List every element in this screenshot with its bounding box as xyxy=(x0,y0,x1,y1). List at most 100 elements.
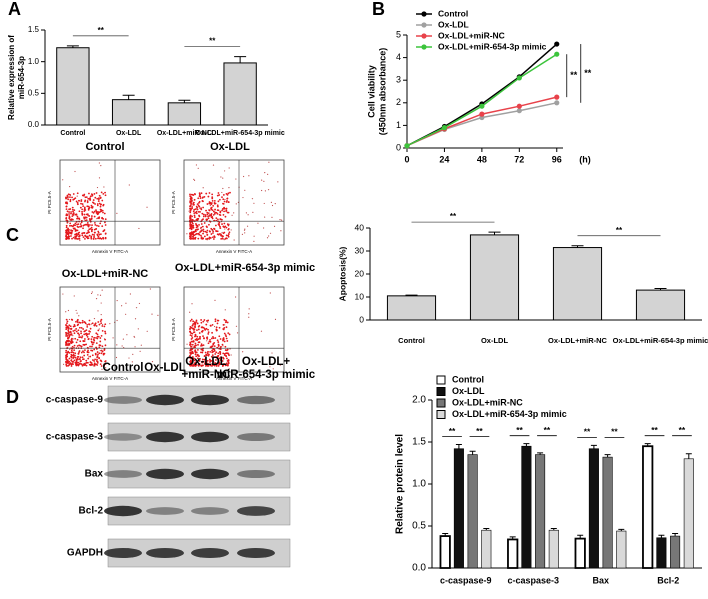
flow-dot xyxy=(201,351,204,354)
flow-dot xyxy=(202,218,204,221)
flow-dot xyxy=(189,201,192,204)
legend-swatch xyxy=(436,398,446,408)
flow-dot xyxy=(224,324,226,326)
flow-dot xyxy=(84,333,87,335)
flow-dot xyxy=(206,354,209,356)
flow-dot xyxy=(221,360,224,362)
flow-dot xyxy=(236,332,239,334)
flow-dot xyxy=(248,313,250,315)
flow-y-label: PI PC5.5-A xyxy=(171,191,176,214)
flow-dot xyxy=(223,239,225,241)
flow-dot xyxy=(228,231,231,234)
flow-dot xyxy=(228,223,230,225)
flow-dot xyxy=(199,211,201,213)
flow-dot xyxy=(71,206,74,209)
y-tick-label: 2.0 xyxy=(412,395,426,406)
flow-dot xyxy=(94,358,96,361)
flow-dot xyxy=(225,355,228,358)
flow-dot xyxy=(70,359,73,361)
flow-dot xyxy=(200,343,203,346)
flow-dot xyxy=(222,352,225,355)
y-tick-label: 0.5 xyxy=(412,521,426,532)
flow-dot xyxy=(84,223,87,226)
flow-dot xyxy=(208,230,211,233)
flow-dot xyxy=(99,344,102,347)
flow-dot xyxy=(189,361,192,364)
flow-dot xyxy=(98,352,101,355)
flow-dot xyxy=(100,233,102,236)
flow-dot xyxy=(65,356,67,359)
flow-dot xyxy=(76,319,79,322)
flow-dot xyxy=(132,353,134,355)
significance: ** xyxy=(476,426,483,436)
legend-label: Ox-LDL+miR-654-3p mimic xyxy=(452,409,567,419)
flow-dot xyxy=(102,236,104,239)
flow-dot xyxy=(189,356,192,359)
flow-dot xyxy=(201,358,204,361)
legend-swatch xyxy=(436,410,446,419)
flow-dot xyxy=(75,358,78,361)
flow-dot xyxy=(191,343,194,346)
flow-dot xyxy=(66,194,69,197)
flow-dot xyxy=(218,221,221,224)
flow-dot xyxy=(67,227,70,230)
flow-dot xyxy=(96,204,99,207)
significance: ** xyxy=(98,26,105,35)
flow-dot xyxy=(99,320,102,323)
point xyxy=(554,41,560,47)
flow-dot xyxy=(93,336,96,339)
flow-dot xyxy=(84,321,86,324)
flow-dot xyxy=(100,352,103,355)
flow-dot xyxy=(78,235,80,238)
flow-dot xyxy=(216,322,219,325)
flow-dot xyxy=(251,198,254,200)
flow-dot xyxy=(253,235,255,237)
flow-dot xyxy=(116,319,118,322)
flow-dot xyxy=(212,238,215,240)
flow-dot xyxy=(195,355,198,358)
flow-dot xyxy=(95,336,97,339)
flow-dot xyxy=(73,209,76,212)
bar xyxy=(453,448,464,569)
flow-dot xyxy=(129,293,131,295)
flow-dot xyxy=(71,229,74,232)
flow-dot xyxy=(228,354,230,357)
protein-label: Bax xyxy=(85,469,104,480)
legend-label: Ox-LDL+miR-NC xyxy=(452,397,523,407)
y-tick-label: 1.0 xyxy=(28,57,40,66)
flow-dot xyxy=(226,352,228,355)
flow-dot xyxy=(189,235,192,238)
bar xyxy=(439,535,451,569)
flow-dot xyxy=(83,193,86,196)
flow-dot xyxy=(226,357,228,360)
flow-dot xyxy=(199,231,201,234)
flow-dot xyxy=(206,213,209,216)
flow-dot xyxy=(191,193,194,196)
flow-dot xyxy=(91,345,93,348)
flow-dot xyxy=(202,237,204,240)
flow-dot xyxy=(199,197,202,199)
flow-dot xyxy=(79,239,81,242)
flow-dot xyxy=(242,175,245,178)
flow-dot xyxy=(96,351,99,353)
flow-dot xyxy=(220,356,222,359)
flow-dot xyxy=(222,213,225,216)
flow-dot xyxy=(264,172,266,174)
lane-label: Ox-LDL xyxy=(144,362,186,374)
flow-dot xyxy=(212,210,215,213)
flow-dot xyxy=(189,214,192,217)
flow-dot xyxy=(75,363,77,366)
error-bar xyxy=(658,534,665,538)
point xyxy=(441,125,448,131)
flow-dot xyxy=(93,317,96,320)
flow-dot xyxy=(222,328,225,330)
flow-dot xyxy=(70,356,73,359)
flow-dot xyxy=(66,197,68,199)
flow-dot xyxy=(82,350,84,353)
flow-dot xyxy=(79,340,82,343)
flow-dot xyxy=(66,322,68,325)
blot-band xyxy=(146,394,184,406)
blot-band xyxy=(146,547,184,559)
blot-band xyxy=(104,433,142,441)
flow-dot xyxy=(207,217,210,220)
